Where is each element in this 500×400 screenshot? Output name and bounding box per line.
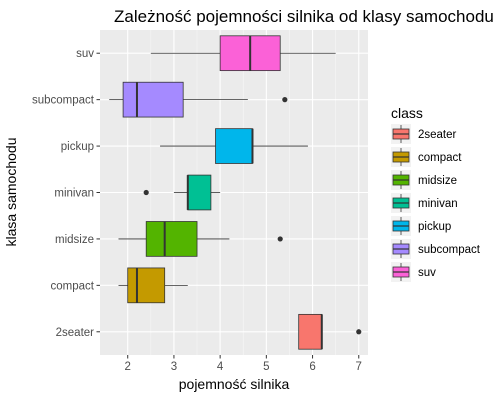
box-pickup	[160, 128, 308, 164]
y-tick-label: subcompact	[32, 95, 95, 107]
box-2seater	[298, 313, 362, 350]
box-body	[298, 313, 323, 350]
box-body	[187, 174, 212, 211]
legend-items: 2seater compact midsize minivan pickup subcom…	[391, 124, 481, 282]
y-tick-label: compact	[51, 280, 95, 292]
legend-item-subcompact: subcompact	[391, 239, 481, 259]
x-axis-ticks: 2 3 4 5 6 7	[125, 355, 362, 373]
legend-label: 2seater	[418, 129, 457, 141]
box-body	[145, 221, 198, 257]
legend-label: compact	[418, 152, 462, 164]
x-tick-label: 4	[217, 361, 224, 373]
legend-label: midsize	[418, 175, 457, 187]
legend-label: minivan	[418, 198, 458, 210]
legend-item-2seater: 2seater	[391, 124, 457, 144]
boxes-layer	[109, 35, 362, 350]
box-subcompact	[109, 81, 288, 118]
x-tick-label: 2	[125, 361, 131, 373]
x-tick-label: 3	[171, 361, 177, 373]
legend-label: subcompact	[418, 244, 481, 256]
x-tick-label: 5	[263, 361, 269, 373]
box-suv	[150, 35, 336, 72]
x-tick-label: 7	[356, 361, 362, 373]
legend-item-midsize: midsize	[391, 170, 457, 190]
legend-item-minivan: minivan	[391, 193, 458, 213]
x-tick-label: 6	[309, 361, 315, 373]
y-tick-label: suv	[76, 48, 94, 60]
box-body	[215, 128, 253, 164]
outlier-point	[143, 189, 149, 196]
legend: class 2seater compact midsize minivan pickup…	[391, 105, 481, 282]
box-body	[127, 267, 166, 304]
outlier-point	[282, 97, 288, 103]
y-axis-title: klasa samochodu	[3, 138, 19, 247]
y-tick-label: pickup	[61, 141, 94, 153]
legend-item-pickup: pickup	[391, 216, 451, 236]
y-tick-label: minivan	[54, 188, 94, 200]
box-body	[122, 81, 184, 118]
legend-label: pickup	[418, 221, 451, 233]
legend-title: class	[391, 105, 423, 121]
chart-title: Zależność pojemności silnika od klasy sa…	[114, 7, 494, 26]
legend-item-suv: suv	[391, 262, 436, 282]
legend-item-compact: compact	[391, 147, 462, 167]
y-axis-ticks: 2seater compact midsize minivan pickup subcom…	[32, 48, 100, 339]
legend-label: suv	[418, 267, 436, 279]
major-gridlines	[100, 30, 368, 355]
outlier-point	[356, 329, 362, 335]
box-compact	[118, 267, 188, 304]
outlier-point	[277, 236, 283, 242]
box-minivan	[143, 174, 221, 211]
y-tick-label: 2seater	[56, 327, 95, 339]
y-tick-label: midsize	[55, 234, 94, 246]
box-midsize	[118, 221, 283, 257]
x-axis-title: pojemność silnika	[179, 376, 290, 392]
